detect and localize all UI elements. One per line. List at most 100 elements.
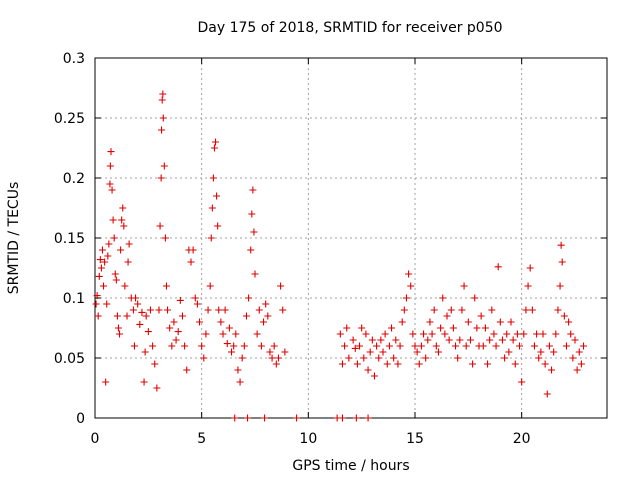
data-point (162, 282, 170, 290)
data-point (577, 360, 585, 368)
data-point (420, 330, 428, 338)
data-point (533, 330, 541, 338)
y-tick-label: 0.2 (63, 171, 85, 187)
data-point (170, 318, 178, 326)
data-point (130, 342, 138, 350)
data-point (413, 348, 421, 356)
data-point (541, 360, 549, 368)
grid-lines (95, 58, 607, 418)
data-point (214, 222, 222, 230)
data-point (580, 342, 588, 350)
x-axis-label: GPS time / hours (292, 458, 409, 474)
data-point (522, 306, 530, 314)
data-point (375, 354, 383, 362)
data-point (432, 342, 440, 350)
data-point (385, 342, 393, 350)
data-point (426, 318, 434, 326)
data-point (511, 360, 519, 368)
data-point (97, 264, 105, 272)
data-point (117, 246, 125, 254)
data-point (293, 414, 301, 422)
data-point (550, 348, 558, 356)
data-point (125, 240, 133, 248)
data-point (124, 258, 132, 266)
data-point (552, 330, 560, 338)
data-point (266, 348, 274, 356)
data-point (230, 342, 238, 350)
data-point (368, 336, 376, 344)
data-point (264, 312, 272, 320)
data-point (250, 228, 258, 236)
data-point (138, 308, 146, 316)
data-point (569, 354, 577, 362)
y-tick-label: 0.15 (54, 231, 85, 247)
data-point (353, 360, 361, 368)
data-point (370, 372, 378, 380)
data-point (164, 306, 172, 314)
data-point (119, 204, 127, 212)
data-point (560, 312, 568, 320)
data-point (234, 366, 242, 374)
data-point (223, 340, 231, 348)
data-point (486, 336, 494, 344)
data-point (217, 318, 225, 326)
data-point (156, 222, 164, 230)
data-point (473, 324, 481, 332)
data-point (92, 300, 100, 308)
data-point (112, 276, 120, 284)
data-point (270, 342, 278, 350)
data-point (492, 342, 500, 350)
data-point (219, 330, 227, 338)
data-point (248, 210, 256, 218)
data-point (400, 306, 408, 314)
data-point (113, 312, 121, 320)
data-point (238, 354, 246, 362)
data-point (134, 300, 142, 308)
data-point (558, 258, 566, 266)
data-point (477, 312, 485, 320)
data-point (277, 282, 285, 290)
data-point (193, 300, 201, 308)
data-point (151, 360, 159, 368)
data-point (141, 348, 149, 356)
data-point (454, 354, 462, 362)
data-point (471, 294, 479, 302)
data-point (108, 186, 116, 194)
data-point (466, 336, 474, 344)
data-point (535, 354, 543, 362)
data-point (232, 330, 240, 338)
data-point (95, 272, 103, 280)
data-point (411, 342, 419, 350)
data-point (358, 324, 366, 332)
data-point (158, 126, 166, 134)
data-point (351, 344, 359, 352)
data-point (443, 312, 451, 320)
data-point (338, 360, 346, 368)
data-point (554, 306, 562, 314)
data-point (424, 336, 432, 344)
axis-ticks: 0 0.05 0.1 0.15 0.2 0.25 0.3 0 5 10 15 20 (54, 51, 607, 447)
data-point (106, 180, 114, 188)
data-point (140, 378, 148, 386)
data-point (257, 342, 265, 350)
data-point (460, 282, 468, 290)
data-point (392, 336, 400, 344)
data-point (537, 348, 545, 356)
data-point (573, 366, 581, 374)
data-point (437, 324, 445, 332)
x-tick-label: 5 (197, 431, 206, 447)
data-point (228, 348, 236, 356)
data-point (434, 348, 442, 356)
data-point (338, 414, 346, 422)
data-point (396, 342, 404, 350)
data-point (343, 324, 351, 332)
data-point (221, 306, 229, 314)
chart-title: Day 175 of 2018, SRMTID for receiver p05… (197, 20, 502, 36)
data-point (242, 312, 250, 320)
data-point (247, 246, 255, 254)
data-point (526, 264, 534, 272)
data-point (249, 186, 257, 194)
data-point (539, 330, 547, 338)
data-point (236, 378, 244, 386)
x-tick-label: 15 (406, 431, 424, 447)
